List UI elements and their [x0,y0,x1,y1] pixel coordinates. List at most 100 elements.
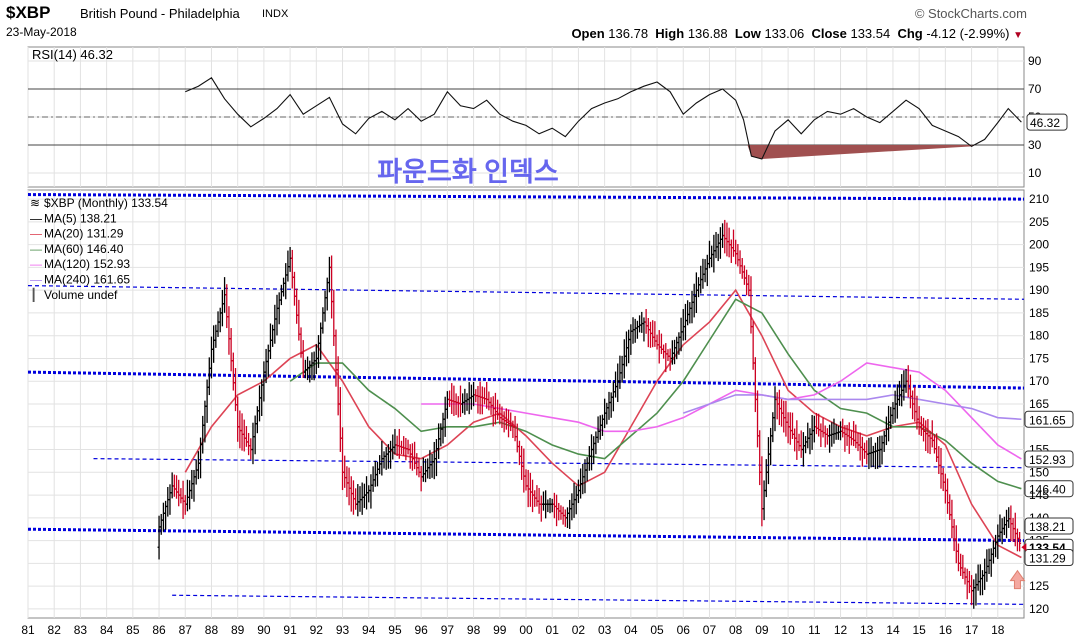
x-tick-label: 01 [546,623,560,637]
rsi-series-line [185,77,1022,160]
legend-label: MA(20) 131.29 [44,227,124,241]
close-value: 133.54 [850,26,891,41]
x-tick-label: 87 [179,623,193,637]
legend-label: Volume undef [44,288,118,302]
x-tick-label: 86 [152,623,166,637]
down-arrow-icon: ▼ [1013,30,1023,41]
x-tick-label: 06 [677,623,691,637]
ohlc-readout: Open 136.78 High 136.88 Low 133.06 Close… [571,26,1023,41]
legend-swatch: — [30,257,42,271]
chart-date: 23-May-2018 [6,25,77,39]
price-last-box [1024,548,1074,566]
legend-swatch: ≋ [30,196,40,210]
x-tick-label: 92 [310,623,324,637]
x-tick-label: 09 [755,623,769,637]
x-tick-label: 02 [572,623,586,637]
x-tick-label: 97 [441,623,455,637]
legend-label: MA(240) 161.65 [44,273,130,287]
price-bar [1018,531,1022,552]
x-tick-label: 04 [624,623,638,637]
trendline [27,193,1025,201]
legend-swatch: — [30,227,42,241]
legend-swatch: ┃ [30,287,37,302]
x-tick-label: 83 [74,623,88,637]
open-value: 136.78 [608,26,649,41]
open-label: Open [571,26,605,41]
price-last-box [1024,480,1074,498]
x-tick-label: 93 [336,623,350,637]
price-y-tick-label: 150 [1029,465,1049,479]
price-y-tick-label: 180 [1029,329,1049,343]
legend-label: $XBP (Monthly) 133.54 [44,196,168,210]
rsi-legend-label: RSI(14) 46.32 [32,47,113,62]
x-tick-label: 89 [231,623,245,637]
x-tick-label: 98 [467,623,481,637]
brand-link[interactable]: © StockCharts.com [914,6,1027,21]
chg-value: -4.12 (-2.99%) [926,26,1010,41]
legend-label: MA(60) 146.40 [44,242,124,256]
trendline [172,594,1025,605]
ma-line [289,298,1022,490]
x-tick-label: 03 [598,623,612,637]
price-y-tick-label: 185 [1029,306,1049,320]
x-tick-label: 11 [808,623,821,637]
x-tick-label: 07 [703,623,717,637]
rsi-oversold-fill [747,145,976,159]
x-tick-label: 10 [781,623,795,637]
legend-label: MA(5) 138.21 [44,211,117,225]
close-label: Close [811,26,847,41]
x-tick-label: 13 [860,623,874,637]
price-y-tick-label: 200 [1029,238,1049,252]
x-tick-label: 90 [257,623,271,637]
price-y-tick-label: 205 [1029,215,1049,229]
exchange-label: INDX [262,8,289,20]
rsi-y-tick-label: 70 [1028,82,1042,96]
x-tick-label: 95 [388,623,402,637]
annotation-title: 파운드화 인덱스 [377,157,558,187]
legend-swatch: — [30,273,42,287]
legend-swatch: — [30,211,42,225]
rsi-last-box [1026,113,1068,131]
price-y-tick-label: 190 [1029,283,1049,297]
x-tick-label: 00 [519,623,533,637]
x-tick-label: 88 [205,623,219,637]
price-bars [157,219,1022,609]
trendline [27,285,1025,300]
price-y-tick-label: 145 [1029,488,1049,502]
price-y-tick-label: 170 [1029,374,1049,388]
low-value: 133.06 [764,26,805,41]
price-axis-value: 146.40 [1029,483,1066,497]
trendline [93,458,1025,469]
price-y-tick-label: 120 [1029,602,1049,616]
ma-line [683,394,1022,421]
trendline [27,527,1025,543]
x-tick-label: 96 [414,623,428,637]
x-tick-label: 17 [965,623,979,637]
price-axis-value: 152.93 [1029,453,1066,467]
x-tick-label: 91 [283,623,297,637]
ticker-symbol: $XBP [6,3,51,22]
chg-label: Chg [897,26,923,41]
price-last-box [1024,410,1074,428]
x-tick-label: 16 [939,623,953,637]
up-arrow-icon [1009,569,1026,590]
price-y-tick-label: 125 [1029,579,1049,593]
x-tick-label: 94 [362,623,376,637]
price-y-tick-label: 210 [1029,192,1049,206]
x-tick-label: 15 [912,623,926,637]
price-axis-value: 131.29 [1029,551,1066,565]
x-tick-label: 82 [48,623,62,637]
instrument-name: British Pound - Philadelphia [80,6,240,21]
x-tick-label: 85 [126,623,140,637]
x-tick-label: 08 [729,623,743,637]
price-y-tick-label: 175 [1029,351,1049,365]
rsi-y-tick-label: 30 [1028,138,1042,152]
rsi-last-value: 46.32 [1030,116,1060,130]
x-tick-label: 12 [834,623,848,637]
trendline [27,370,1025,390]
ma-line [184,288,1022,559]
x-tick-label: 18 [991,623,1005,637]
x-tick-label: 81 [21,623,35,637]
